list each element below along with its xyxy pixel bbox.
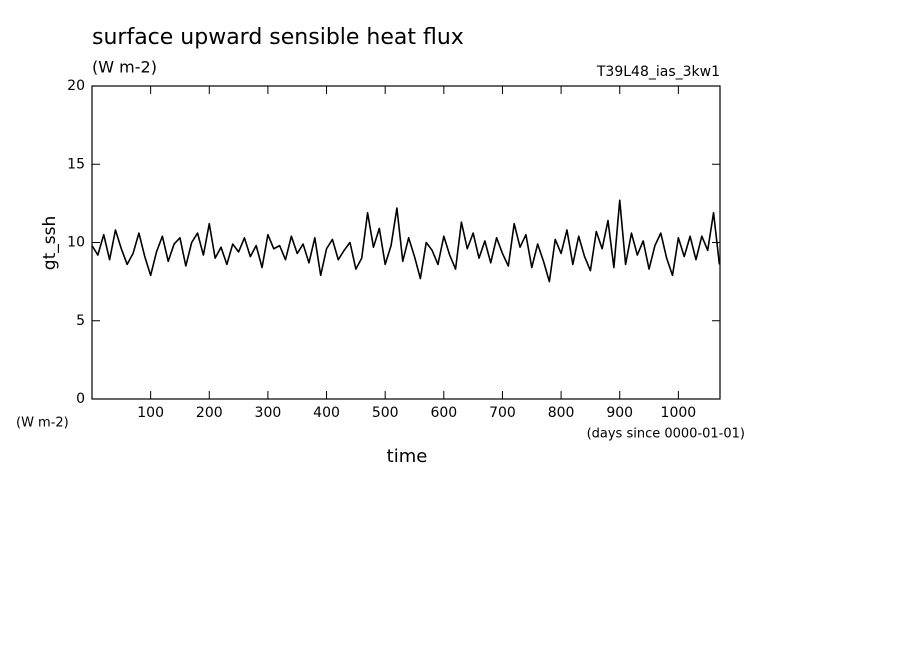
x-unit: (days since 0000-01-01) — [587, 427, 745, 442]
x-tick-label: 600 — [430, 405, 457, 421]
y-axis-label: gt_ssh — [40, 216, 60, 270]
plot-frame — [91, 85, 721, 400]
x-axis-label: time — [387, 446, 428, 467]
y-unit: (W m-2) — [16, 416, 69, 431]
y-tick-label: 10 — [67, 235, 85, 251]
y-tick-label: 5 — [76, 313, 85, 329]
x-tick-label: 400 — [313, 405, 340, 421]
x-tick-label: 100 — [137, 405, 164, 421]
chart-subtitle: (W m-2) — [92, 58, 157, 77]
x-tick-label: 900 — [606, 405, 633, 421]
chart-title: surface upward sensible heat flux — [92, 25, 464, 50]
y-tick-label: 15 — [67, 156, 85, 172]
y-tick-label: 20 — [67, 78, 85, 94]
x-tick-label: 300 — [255, 405, 282, 421]
x-tick-label: 500 — [372, 405, 399, 421]
x-tick-label: 700 — [489, 405, 516, 421]
x-tick-label: 800 — [548, 405, 575, 421]
x-tick-label: 200 — [196, 405, 223, 421]
y-tick-label: 0 — [76, 391, 85, 407]
data-line — [91, 199, 721, 283]
run-label: T39L48_ias_3kw1 — [596, 64, 720, 80]
x-tick-label: 1000 — [661, 405, 697, 421]
